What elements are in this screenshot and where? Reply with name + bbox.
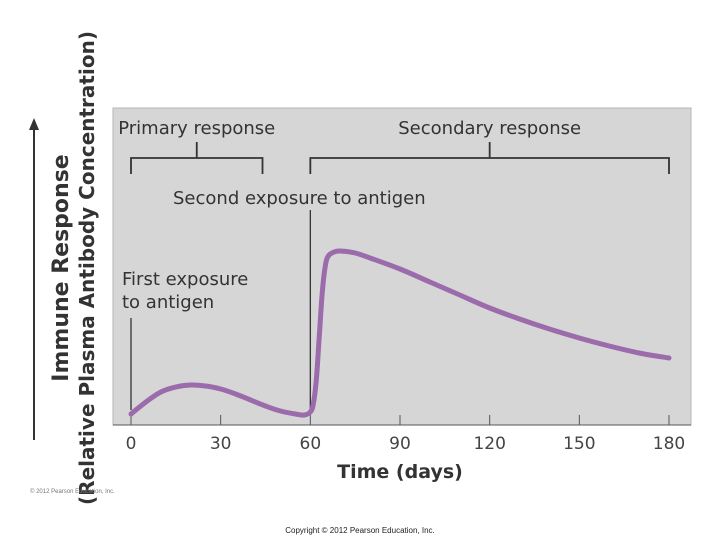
copyright-text: Copyright © 2012 Pearson Education, Inc. (285, 526, 435, 535)
x-tick-label: 90 (389, 434, 411, 454)
x-tick-label: 0 (126, 434, 137, 454)
y-axis-label-line2: (Relative Plasma Antibody Concentration) (75, 31, 99, 505)
y-axis-label-line1: Immune Response (49, 154, 74, 381)
series-line-antibody (128, 248, 672, 418)
x-tick-label: 150 (563, 434, 595, 454)
primary-response-label: Primary response (118, 118, 275, 139)
x-tick-label: 180 (653, 434, 685, 454)
secondary-response-bracket (309, 142, 670, 174)
plot-panel (112, 107, 692, 426)
credit-text: © 2012 Pearson Education, Inc. (30, 488, 115, 495)
second-exposure-label: Second exposure to antigen (173, 188, 426, 209)
x-tick-label: 30 (210, 434, 232, 454)
first-exposure-label: to antigen (122, 292, 214, 313)
x-tick-label: 60 (300, 434, 322, 454)
secondary-response-label: Secondary response (398, 118, 581, 139)
first-exposure-label: First exposure (122, 269, 248, 290)
x-tick-label: 120 (473, 434, 505, 454)
x-axis-label: Time (days) (337, 461, 463, 483)
y-axis-arrowhead (29, 118, 39, 130)
primary-response-bracket (130, 142, 264, 174)
